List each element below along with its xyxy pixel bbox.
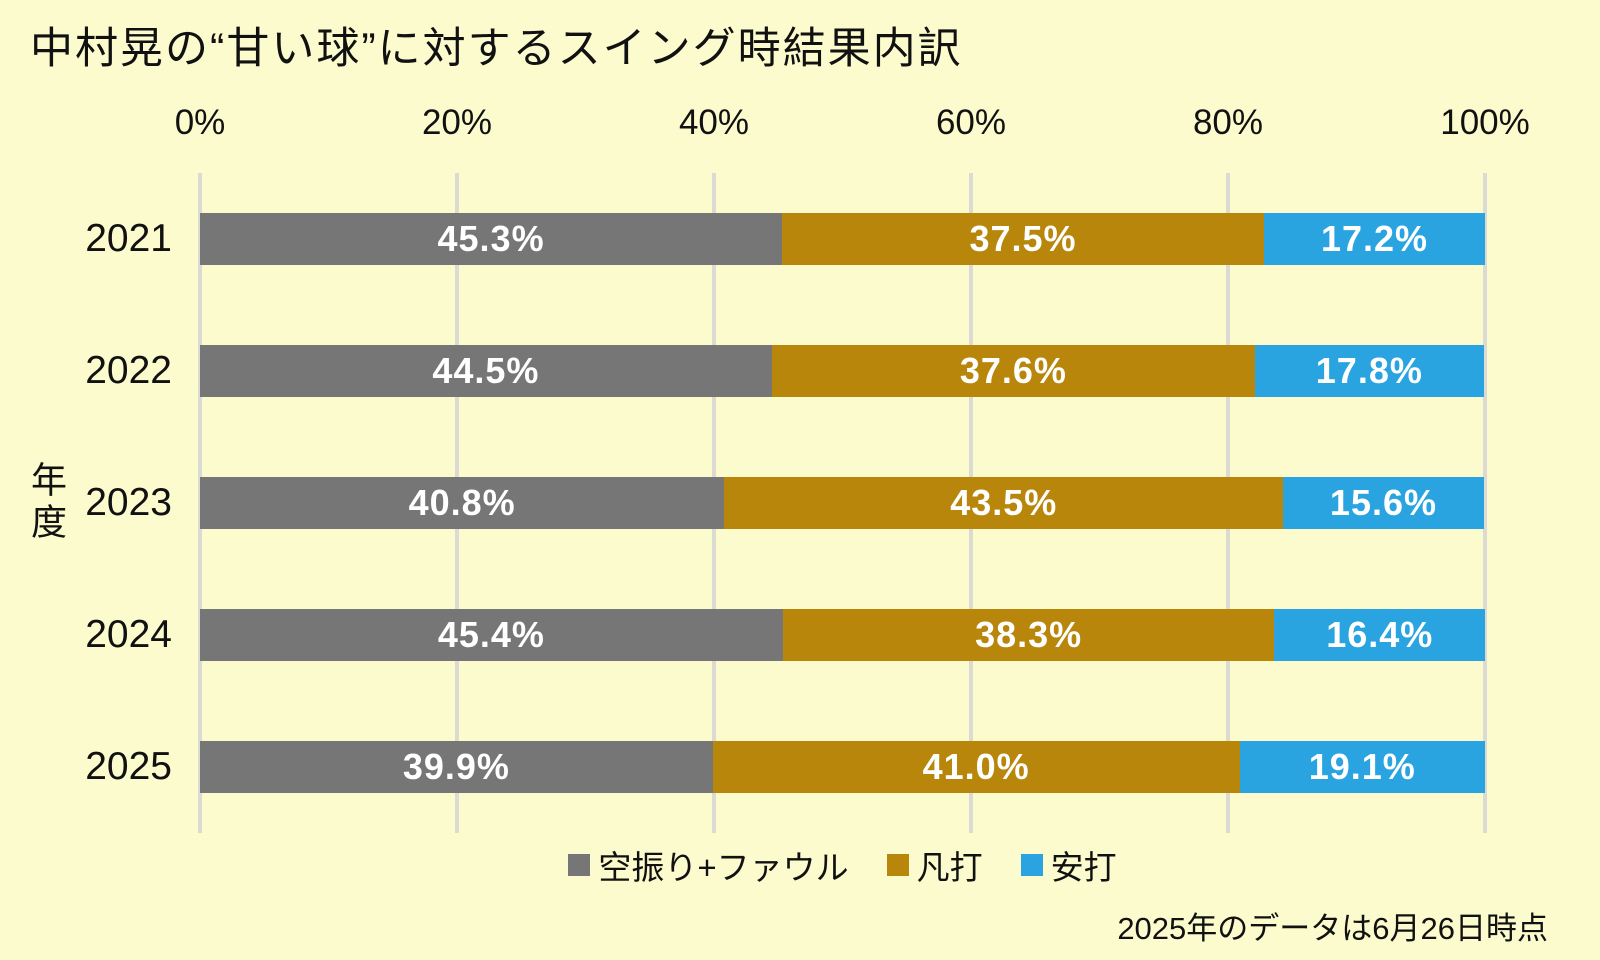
bar-segment-hit: 19.1% bbox=[1239, 741, 1485, 793]
bar-segment-hit: 17.2% bbox=[1263, 213, 1485, 265]
stacked-bar-2024: 45.4% 38.3% 16.4% bbox=[200, 609, 1485, 661]
segment-value-label: 17.2% bbox=[1320, 218, 1429, 259]
segment-value-label: 40.8% bbox=[408, 482, 516, 523]
segment-value-label: 15.6% bbox=[1329, 482, 1437, 523]
segment-value-label: 37.6% bbox=[959, 350, 1067, 391]
bar-segment-out: 43.5% bbox=[724, 477, 1284, 529]
legend-swatch-blue bbox=[1020, 854, 1043, 876]
stacked-bar-2025: 39.9% 41.0% 19.1% bbox=[200, 741, 1485, 793]
bar-row-2025: 2025 39.9% 41.0% 19.1% bbox=[85, 741, 1485, 793]
bar-segment-swing-miss-foul: 40.8% bbox=[200, 477, 725, 529]
segment-value-label: 45.4% bbox=[437, 614, 545, 655]
x-axis-tick: 100% bbox=[1440, 103, 1530, 142]
category-label-2024: 2024 bbox=[85, 613, 172, 656]
segment-value-label: 44.5% bbox=[432, 350, 540, 391]
bar-row-2024: 2024 45.4% 38.3% 16.4% bbox=[85, 609, 1485, 661]
segment-value-label: 17.8% bbox=[1315, 350, 1423, 391]
footnote: 2025年のデータは6月26日時点 bbox=[1117, 911, 1548, 946]
segment-value-label: 43.5% bbox=[950, 482, 1058, 523]
y-axis-label: 年度 bbox=[26, 461, 67, 545]
legend-item-hit: 安打 bbox=[1020, 841, 1117, 889]
category-label-2021: 2021 bbox=[85, 217, 172, 260]
bar-segment-out: 41.0% bbox=[712, 741, 1240, 793]
bar-segment-swing-miss-foul: 45.3% bbox=[200, 213, 783, 265]
category-label-2025: 2025 bbox=[85, 745, 172, 788]
legend-item-swing-miss-foul: 空振り+ファウル bbox=[568, 841, 849, 889]
x-axis: 0% 20% 40% 60% 80% 100% bbox=[175, 103, 1530, 149]
bar-segment-hit: 16.4% bbox=[1274, 609, 1485, 661]
bar-segment-swing-miss-foul: 45.4% bbox=[200, 609, 783, 661]
bar-segment-out: 37.6% bbox=[771, 345, 1255, 397]
bar-segment-out: 37.5% bbox=[782, 213, 1264, 265]
x-axis-tick: 40% bbox=[678, 103, 750, 142]
stacked-bar-2023: 40.8% 43.5% 15.6% bbox=[200, 477, 1485, 529]
x-axis-tick: 60% bbox=[935, 103, 1007, 142]
segment-value-label: 16.4% bbox=[1326, 614, 1434, 655]
bar-segment-out: 38.3% bbox=[782, 609, 1275, 661]
bar-segment-hit: 15.6% bbox=[1283, 477, 1484, 529]
legend-item-out: 凡打 bbox=[886, 841, 983, 889]
legend-swatch-gold bbox=[886, 854, 909, 876]
segment-value-label: 45.3% bbox=[437, 218, 545, 259]
x-axis-tick: 20% bbox=[421, 103, 493, 142]
legend-swatch-gray bbox=[568, 854, 591, 876]
legend-label: 安打 bbox=[1050, 849, 1117, 886]
segment-value-label: 19.1% bbox=[1308, 746, 1416, 787]
chart-title: 中村晃の“甘い球”に対するスイング時結果内訳 bbox=[30, 25, 963, 73]
bar-segment-swing-miss-foul: 44.5% bbox=[200, 345, 772, 397]
legend-label: 凡打 bbox=[916, 849, 983, 886]
segment-value-label: 39.9% bbox=[402, 746, 510, 787]
segment-value-label: 37.5% bbox=[969, 218, 1077, 259]
plot-area: 2021 45.3% 37.5% 17.2% 2022 44.5% 37.6% … bbox=[85, 173, 1487, 833]
bar-segment-hit: 17.8% bbox=[1254, 345, 1484, 397]
stacked-bar-2021: 45.3% 37.5% 17.2% bbox=[200, 213, 1485, 265]
segment-value-label: 41.0% bbox=[922, 746, 1030, 787]
legend-label: 空振り+ファウル bbox=[598, 849, 849, 886]
legend: 空振り+ファウル 凡打 安打 bbox=[200, 843, 1485, 887]
bar-row-2023: 2023 40.8% 43.5% 15.6% bbox=[85, 477, 1485, 529]
bar-row-2021: 2021 45.3% 37.5% 17.2% bbox=[85, 213, 1485, 265]
segment-value-label: 38.3% bbox=[975, 614, 1083, 655]
x-axis-tick: 0% bbox=[174, 103, 226, 142]
bar-row-2022: 2022 44.5% 37.6% 17.8% bbox=[85, 345, 1485, 397]
category-label-2023: 2023 bbox=[85, 481, 172, 524]
category-label-2022: 2022 bbox=[85, 349, 172, 392]
x-axis-tick: 80% bbox=[1192, 103, 1264, 142]
stacked-bar-2022: 44.5% 37.6% 17.8% bbox=[200, 345, 1485, 397]
gridline bbox=[1483, 173, 1487, 833]
bar-segment-swing-miss-foul: 39.9% bbox=[200, 741, 713, 793]
